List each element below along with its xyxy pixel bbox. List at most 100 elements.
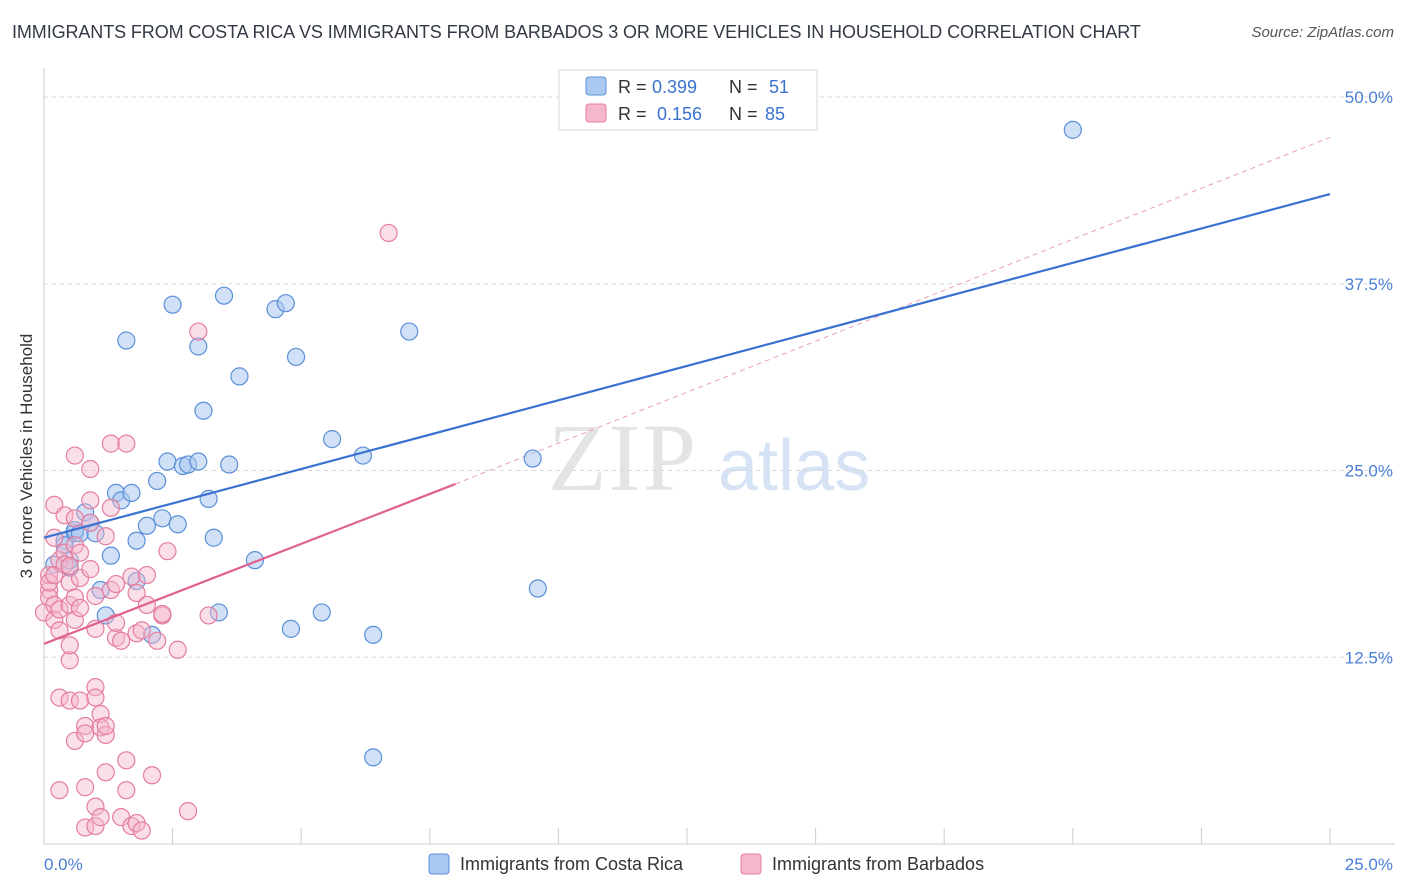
point-barbados-42 <box>86 797 105 816</box>
point-barbados-61 <box>112 808 131 827</box>
point-barbados-55 <box>101 580 120 600</box>
point-barbados-51 <box>96 763 115 782</box>
point-barbados-71 <box>132 821 151 840</box>
point-barbados-23 <box>60 557 79 576</box>
point-barbados-26 <box>65 588 84 607</box>
point-costa-rica-11 <box>91 580 110 600</box>
point-barbados-58 <box>106 628 126 647</box>
point-barbados-65 <box>117 781 136 800</box>
trend-line-barbados <box>43 482 456 645</box>
legend-n-value-2: 85 <box>765 104 785 124</box>
point-barbados-74 <box>137 565 156 585</box>
x-tick-label-1: 25.0% <box>1345 855 1393 874</box>
point-barbados-69 <box>127 624 146 643</box>
point-barbados-70 <box>127 583 146 603</box>
point-barbados-28 <box>65 731 84 751</box>
point-barbados-57 <box>101 434 120 453</box>
chart-title: IMMIGRANTS FROM COSTA RICA VS IMMIGRANTS… <box>12 22 1141 42</box>
point-barbados-79 <box>158 542 177 561</box>
point-barbados-76 <box>148 631 167 650</box>
point-barbados-84 <box>168 640 187 659</box>
point-costa-rica-49 <box>523 449 542 468</box>
point-costa-rica-25 <box>163 295 182 314</box>
x-tick-labels: 0.0% 25.0% <box>44 855 1393 874</box>
y-tick-label-0: 12.5% <box>1345 648 1393 667</box>
point-barbados-67 <box>122 567 141 586</box>
legend-swatch-blue <box>585 76 607 96</box>
point-costa-rica-46 <box>364 625 383 644</box>
watermark: ZIP atlas <box>548 404 870 511</box>
point-costa-rica-33 <box>204 528 223 547</box>
bottom-legend-label-pink: Immigrants from Barbados <box>772 854 984 874</box>
y-tick-labels: 12.5% 25.0% 37.5% 50.0% <box>1345 88 1393 667</box>
point-barbados-80 <box>178 802 198 821</box>
point-barbados-27 <box>65 610 84 630</box>
legend-n-value-1: 51 <box>769 77 789 97</box>
point-barbados-34 <box>76 716 95 736</box>
point-barbados-60 <box>106 574 126 594</box>
point-costa-rica-45 <box>353 446 373 465</box>
point-barbados-11 <box>50 600 69 619</box>
point-costa-rica-40 <box>276 294 295 313</box>
point-costa-rica-21 <box>142 625 162 644</box>
point-barbados-54 <box>96 527 115 546</box>
legend-n-label-1: N = <box>729 77 758 97</box>
correlation-legend: R = 0.399 N = 51 R = 0.156 N = 85 <box>558 69 818 131</box>
point-costa-rica-37 <box>230 367 249 386</box>
point-barbados-53 <box>96 716 115 736</box>
point-barbados-48 <box>91 704 110 724</box>
point-barbados-13 <box>50 688 69 707</box>
point-costa-rica-17 <box>122 483 141 503</box>
point-barbados-63 <box>117 434 136 453</box>
point-costa-rica-20 <box>137 516 156 535</box>
point-costa-rica-29 <box>189 452 208 471</box>
legend-n-label-2: N = <box>729 104 758 124</box>
point-costa-rica-41 <box>281 619 301 638</box>
point-barbados-8 <box>45 610 64 630</box>
point-barbados-50 <box>91 808 110 827</box>
point-barbados-39 <box>81 491 100 510</box>
point-costa-rica-22 <box>148 471 167 491</box>
point-barbados-36 <box>76 778 95 797</box>
point-barbados-29 <box>65 446 84 465</box>
point-costa-rica-31 <box>194 401 213 420</box>
point-barbados-20 <box>60 651 79 670</box>
x-tick-label-0: 0.0% <box>44 855 83 874</box>
point-costa-rica-44 <box>322 430 342 449</box>
point-barbados-31 <box>70 568 90 588</box>
point-barbados-35 <box>76 724 95 743</box>
point-barbados-83 <box>199 606 218 625</box>
point-barbados-33 <box>70 691 90 710</box>
trend-line-costa-rica <box>43 193 1331 539</box>
point-costa-rica-42 <box>286 347 306 367</box>
point-costa-rica-35 <box>214 286 234 305</box>
point-barbados-64 <box>117 751 136 770</box>
bottom-legend-swatch-blue <box>428 853 450 875</box>
point-barbados-72 <box>132 621 151 640</box>
legend-r-label-2: R = <box>618 104 647 124</box>
point-barbados-14 <box>50 781 69 800</box>
legend-swatch-pink <box>585 103 607 123</box>
bottom-legend-label-blue: Immigrants from Costa Rica <box>460 854 684 874</box>
point-barbados-82 <box>379 223 398 243</box>
bottom-legend-swatch-pink <box>740 853 762 875</box>
point-costa-rica-13 <box>101 546 120 565</box>
y-tick-label-3: 50.0% <box>1345 88 1393 107</box>
point-costa-rica-26 <box>168 515 187 534</box>
series-barbados-points <box>34 223 398 840</box>
point-costa-rica-30 <box>189 337 208 356</box>
point-barbados-17 <box>55 506 74 525</box>
point-costa-rica-24 <box>158 452 177 471</box>
point-barbados-43 <box>86 816 105 836</box>
point-costa-rica-23 <box>153 509 172 528</box>
axes <box>43 68 1395 845</box>
source-label: Source: ZipAtlas.com <box>1251 24 1394 41</box>
point-barbados-45 <box>86 688 105 707</box>
point-barbados-62 <box>112 631 131 650</box>
point-costa-rica-48 <box>400 322 419 341</box>
series-legend: Immigrants from Costa Rica Immigrants fr… <box>428 853 984 875</box>
y-axis-title: 3 or more Vehicles in Household <box>17 334 36 579</box>
y-tick-label-2: 37.5% <box>1345 275 1393 294</box>
watermark-zip: ZIP <box>548 404 698 511</box>
